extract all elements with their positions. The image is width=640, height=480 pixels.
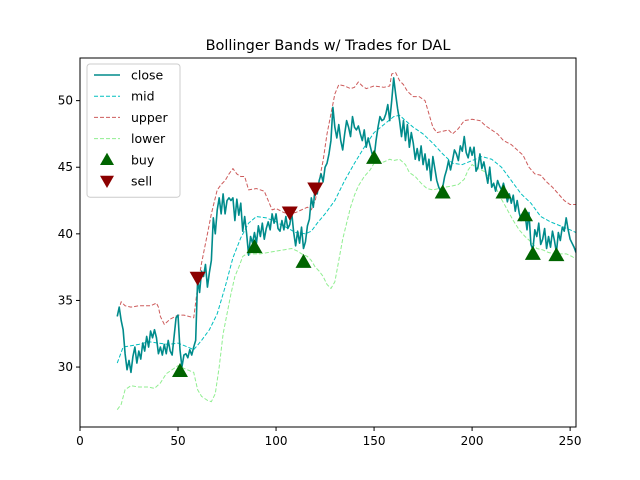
buy-marker	[171, 363, 188, 378]
series-line-close	[116, 77, 576, 374]
plot-area	[116, 72, 576, 410]
sell-marker	[307, 182, 324, 197]
x-tick-label: 0	[76, 434, 84, 448]
x-tick-label: 50	[170, 434, 185, 448]
y-axis: 30 35 40 45 50	[58, 94, 80, 374]
legend-label-lower: lower	[131, 131, 166, 146]
legend-swatch-buy	[100, 152, 114, 166]
buy-marker	[548, 247, 565, 262]
legend-label-buy: buy	[131, 152, 155, 167]
legend-swatch-sell	[100, 175, 114, 188]
y-tick-label: 35	[58, 293, 73, 307]
plot-frame	[79, 57, 577, 428]
y-tick-label: 40	[58, 227, 73, 241]
legend-label-upper: upper	[131, 110, 168, 125]
buy-marker	[495, 184, 512, 199]
x-axis: 0 50 100 150 200 250	[76, 427, 582, 448]
legend-label-close: close	[131, 68, 164, 83]
buy-marker	[434, 184, 451, 199]
chart-title: Bollinger Bands w/ Trades for DAL	[206, 38, 451, 54]
buy-marker	[517, 207, 534, 222]
legend-label-mid: mid	[131, 89, 155, 104]
x-tick-label: 100	[265, 434, 288, 448]
buy-marker	[246, 239, 263, 254]
y-tick-label: 30	[58, 360, 73, 374]
buy-marker	[295, 253, 312, 268]
buy-marker	[524, 245, 541, 260]
y-tick-label: 45	[58, 160, 73, 174]
sell-marker	[189, 271, 206, 286]
legend-label-sell: sell	[131, 174, 152, 189]
x-tick-label: 250	[559, 434, 582, 448]
sell-marker	[281, 206, 298, 221]
buy-marker	[366, 149, 383, 164]
series-line-mid	[116, 114, 576, 364]
x-tick-label: 200	[461, 434, 484, 448]
x-tick-label: 150	[363, 434, 386, 448]
y-tick-label: 50	[58, 94, 73, 108]
legend: close mid upper lower buy sell	[86, 63, 181, 198]
